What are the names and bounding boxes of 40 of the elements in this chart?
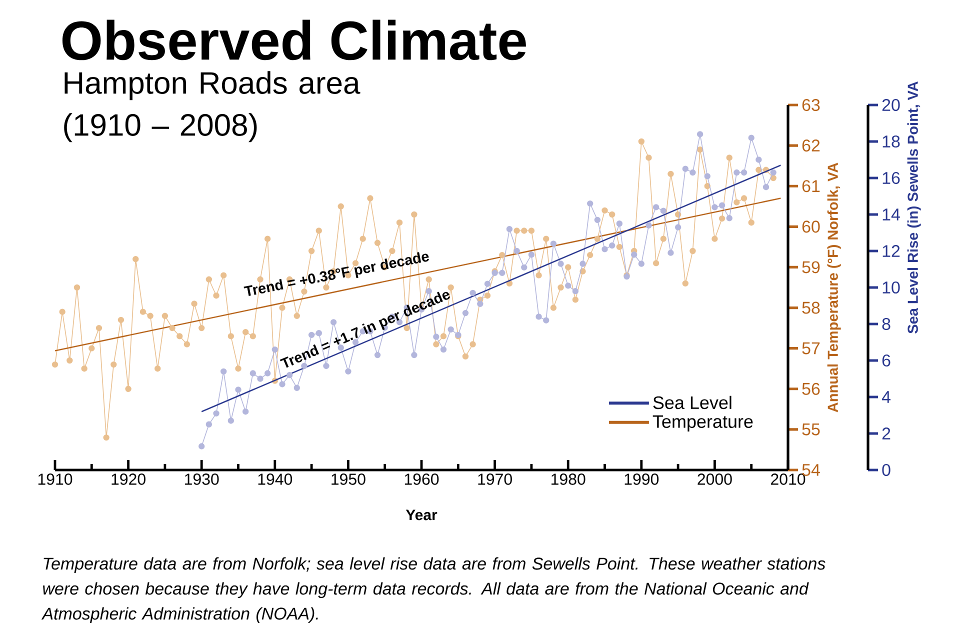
y2-tick-label: 18 — [882, 135, 900, 148]
chart-subtitle: Hampton Roads area (1910 – 2008) — [64, 71, 360, 142]
y-tick-label: 57 — [802, 342, 820, 354]
x-tick-label: 1970 — [478, 474, 512, 485]
y2-tick-label: 8 — [882, 318, 890, 330]
x-tick-label: 1990 — [624, 474, 659, 485]
chart-title: Observed Climate — [62, 20, 526, 60]
x-tick-label: 2000 — [698, 474, 732, 485]
y-tick-label: 55 — [802, 424, 820, 436]
y-axis-title: Annual Temperature (°F) Norfolk, VA — [827, 162, 841, 412]
y2-tick-label: 0 — [882, 464, 890, 476]
y2-tick-label: 2 — [882, 428, 890, 440]
x-tick-label: 1940 — [258, 474, 292, 485]
y2-tick-label: 12 — [882, 245, 900, 257]
y2-tick-label: 20 — [882, 98, 900, 112]
y2-tick-label: 14 — [882, 208, 900, 220]
y-tick-label: 63 — [802, 98, 820, 112]
x-tick-label: 1910 — [38, 474, 72, 485]
y-tick-label: 56 — [802, 382, 820, 395]
x-tick-label: 1980 — [552, 474, 586, 485]
x-axis-title: Year — [406, 510, 438, 520]
y2-tick-label: 6 — [882, 354, 890, 367]
x-tick-label: 2010 — [771, 474, 806, 485]
y-tick-label: 54 — [802, 464, 820, 476]
x-tick-label: 1920 — [112, 474, 146, 485]
text: Temperature data are from Norfolk; sea level rise data are from Sewells Point. These weather stations were chosen because they have long-term data records. All data are from the National Oceanic and Atmospheric Administration (NOAA). — [41, 557, 826, 624]
legend-label: Sea Level — [653, 396, 732, 410]
y2-tick-label: 16 — [882, 172, 900, 184]
y2-tick-label: 4 — [882, 391, 890, 403]
x-tick-label: 1930 — [185, 474, 219, 485]
y-tick-label: 62 — [802, 140, 820, 152]
x-tick-label: 1950 — [332, 474, 366, 485]
y2-axis-title: Sea Level Rise (in) Sewells Point, VA — [907, 81, 921, 334]
y-tick-label: 60 — [802, 220, 820, 233]
y-tick-label: 61 — [802, 180, 820, 192]
y-tick-label: 58 — [802, 302, 820, 314]
legend-label: Temperature — [652, 415, 753, 432]
y-tick-label: 59 — [802, 261, 820, 274]
y2-tick-label: 10 — [882, 281, 900, 294]
x-tick-label: 1960 — [404, 474, 439, 485]
